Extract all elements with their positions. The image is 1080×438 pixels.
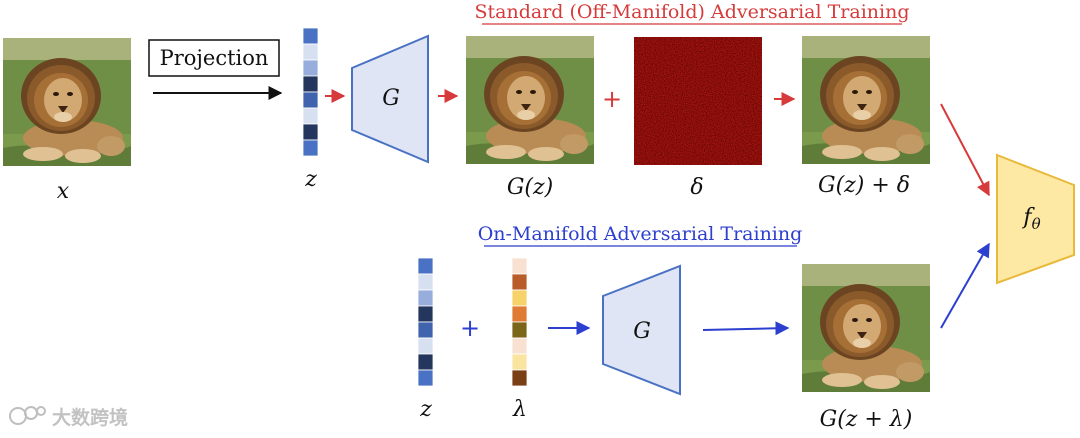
classifier-f-theta [996,153,1075,285]
label-G-top: G [382,86,400,111]
plus-lambda: + [460,314,480,342]
on-manifold-image-Gz-plus-lambda [802,264,930,392]
latent-top-cell [302,43,319,61]
arrow-to-classifier-blue [940,242,990,329]
projection-label: Projection [160,46,269,70]
title-on-manifold: On-Manifold Adversarial Training [478,223,803,245]
label-G-bottom: G [633,319,651,344]
generator-G-bottom [602,264,681,396]
label-z-top: z [304,167,317,192]
label-Gz-plus-lambda: G(z + λ) [820,407,913,432]
lambda-cell [511,369,528,387]
arrow-to-classifier-red [940,103,990,197]
latent-vector-z-top [302,27,319,157]
label-delta: δ [690,175,703,200]
perturbed-image-Gz-plus-delta [802,36,930,164]
latent-bottom-cell [417,337,434,355]
generator-G-top [351,34,429,164]
plus-delta: + [602,85,622,113]
label-Gz: G(z) [507,175,553,200]
latent-bottom-cell [417,305,434,323]
noise-delta-image [634,37,762,165]
latent-bottom-cell [417,353,434,371]
latent-top-cell [302,59,319,77]
latent-bottom-cell [417,289,434,307]
latent-top-cell [302,139,319,157]
lambda-cell [511,353,528,371]
label-Gz-plus-delta: G(z) + δ [818,173,910,198]
watermark-text: 大数跨境 [52,406,128,429]
f-theta-subscript: θ [1032,215,1041,233]
watermark-logo [9,406,46,425]
lambda-cell [511,321,528,339]
latent-top-cell [302,91,319,109]
latent-bottom-cell [417,321,434,339]
latent-bottom-cell [417,273,434,291]
latent-vector-z-bottom [417,257,434,387]
latent-top-cell [302,107,319,125]
label-x: x [57,179,70,204]
label-z-bottom: z [419,397,432,422]
input-image-x [3,38,131,166]
projection-box [148,39,280,77]
lambda-cell [511,257,528,275]
latent-top-cell [302,75,319,93]
generated-image-Gz [466,36,594,164]
arrow-G-to-on-manifold-image [702,321,790,336]
latent-bottom-cell [417,257,434,275]
title-off-manifold: Standard (Off-Manifold) Adversarial Trai… [475,1,910,23]
latent-top-cell [302,123,319,141]
lambda-cell [511,305,528,323]
lambda-cell [511,289,528,307]
label-lambda: λ [512,397,527,422]
lambda-cell [511,337,528,355]
latent-top-cell [302,27,319,45]
latent-bottom-cell [417,369,434,387]
lambda-cell [511,273,528,291]
perturbation-vector-lambda [511,257,528,387]
